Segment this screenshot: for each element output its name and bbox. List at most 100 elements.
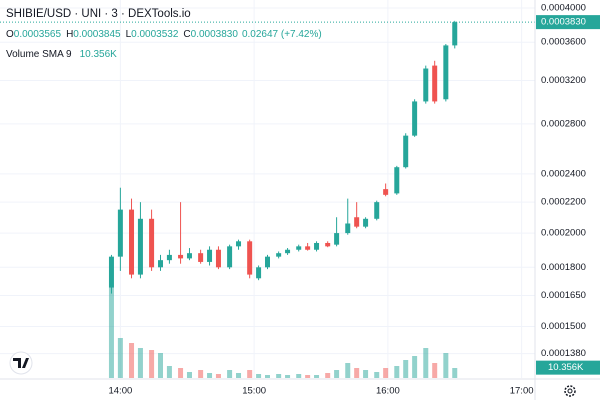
candle-layer xyxy=(0,20,535,294)
settings-icon[interactable] xyxy=(564,385,576,397)
candle-body xyxy=(314,242,320,250)
y-tick-label: 0.0002800 xyxy=(541,118,586,129)
y-tick-label: 0.0002400 xyxy=(541,168,586,179)
volume-sma-box xyxy=(536,360,600,375)
candle-body xyxy=(108,256,114,288)
volume-bar xyxy=(178,368,184,378)
candle-body xyxy=(383,189,389,195)
axes: 0.0004000 0.0003600 0.0003200 0.0002800 0.00… xyxy=(108,3,600,397)
volume-bar xyxy=(265,375,270,378)
last-price-box xyxy=(536,15,600,30)
volume-bar xyxy=(129,343,135,378)
change-value: 0.02647 (+7.42%) xyxy=(242,29,322,40)
candle-body xyxy=(236,241,242,247)
candle-body xyxy=(149,218,155,268)
volume-bar xyxy=(334,370,340,378)
volume-bar xyxy=(412,356,418,378)
volume-bar xyxy=(314,375,320,378)
candle-body xyxy=(345,223,351,234)
candle-body xyxy=(129,209,135,275)
volume-sma-label: 10.356K xyxy=(548,362,584,373)
candle-body xyxy=(423,68,429,102)
volume-legend: Volume SMA 9 10.356K xyxy=(6,49,117,60)
x-tick-label: 16:00 xyxy=(376,386,400,397)
chart-title: SHIBIE/USD · UNI · 3 · DEXTools.io xyxy=(6,8,191,20)
volume-bar xyxy=(285,375,291,378)
candle-body xyxy=(432,65,438,102)
volume-bar xyxy=(452,368,458,378)
volume-bar xyxy=(276,374,282,378)
volume-bar xyxy=(215,374,221,378)
candle-body xyxy=(354,217,360,227)
volume-bar xyxy=(383,368,389,378)
volume-bar xyxy=(207,373,213,378)
volume-bar xyxy=(374,372,380,378)
ohlc-legend: O0.0003565 H0.0003845 L0.0003532 C0.0003830… xyxy=(6,29,322,40)
volume-layer xyxy=(108,288,458,378)
volume-bar xyxy=(149,350,155,378)
y-tick-label: 0.0002000 xyxy=(541,228,586,239)
candle-body xyxy=(256,267,262,279)
candle-body xyxy=(394,167,400,194)
candle-body xyxy=(412,101,418,136)
candle-body xyxy=(247,241,253,275)
volume-bar xyxy=(108,288,114,378)
volume-bar xyxy=(423,348,429,378)
volume-bar xyxy=(166,366,172,378)
candle-body xyxy=(443,45,449,100)
y-tick-label: 0.0003600 xyxy=(541,37,586,48)
tv-logo xyxy=(9,351,33,375)
volume-label: Volume SMA 9 xyxy=(6,49,72,60)
candle-body xyxy=(452,22,458,46)
volume-bar xyxy=(247,370,253,378)
candle-body xyxy=(166,254,172,261)
candle-body xyxy=(137,218,143,275)
volume-bar xyxy=(137,348,143,378)
ohlc-key: H xyxy=(66,29,73,40)
ohlc-key: L xyxy=(126,29,132,40)
volume-bar xyxy=(432,363,438,378)
y-tick-label: 0.0001800 xyxy=(541,262,586,273)
y-tick-label: 0.0001500 xyxy=(541,321,586,332)
candle-body xyxy=(305,246,311,250)
y-tick-label: 0.0001380 xyxy=(541,348,586,359)
volume-bar xyxy=(236,373,242,378)
volume-bar xyxy=(198,370,204,378)
last-price-label: 0.0003830 xyxy=(541,17,586,28)
candle-body xyxy=(276,253,282,257)
candle-body xyxy=(285,249,291,254)
candle-body xyxy=(207,249,213,262)
candle-body xyxy=(363,218,369,227)
ohlc-key: C xyxy=(183,29,190,40)
candle-body xyxy=(403,135,409,168)
candle-body xyxy=(334,233,340,245)
volume-bar xyxy=(443,353,449,378)
volume-sma-value: 10.356K xyxy=(80,49,118,60)
x-tick-label: 15:00 xyxy=(242,386,266,397)
candle-body xyxy=(117,209,123,257)
x-tick-label: 14:00 xyxy=(108,386,132,397)
volume-bar xyxy=(158,353,163,378)
volume-bar xyxy=(227,370,233,378)
candle-body xyxy=(178,254,184,259)
grid xyxy=(0,0,535,378)
volume-bar xyxy=(117,338,123,378)
candle-body xyxy=(227,246,233,268)
y-tick-label: 0.0002200 xyxy=(541,197,586,208)
volume-bar xyxy=(296,374,302,378)
candle-body xyxy=(215,249,221,268)
candle-body xyxy=(296,246,302,250)
x-tick-label: 17:00 xyxy=(510,386,534,397)
ohlc-value: 0.0003532 xyxy=(131,29,179,40)
candle-body xyxy=(198,253,204,262)
candle-body xyxy=(186,253,192,259)
volume-bar xyxy=(345,363,351,378)
volume-bar xyxy=(186,372,192,378)
volume-bar xyxy=(363,370,369,378)
candle-body xyxy=(265,256,270,268)
candle-body xyxy=(374,202,380,219)
y-tick-label: 0.0003200 xyxy=(541,75,586,86)
y-tick-label: 0.0001650 xyxy=(541,290,586,301)
